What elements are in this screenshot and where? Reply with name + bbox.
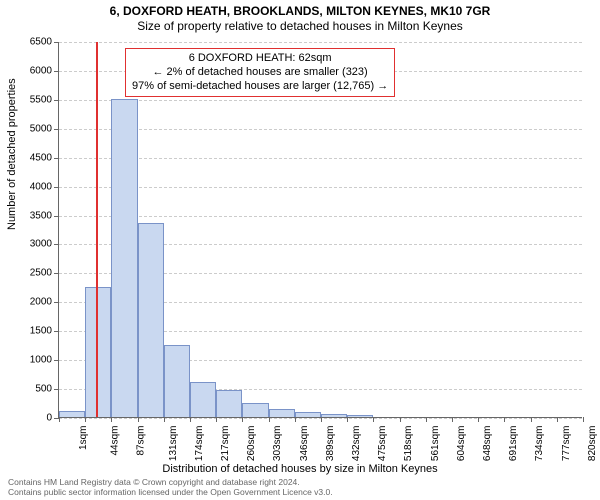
xtick-mark bbox=[557, 417, 558, 422]
xtick-mark bbox=[400, 417, 401, 422]
ytick-label: 4500 bbox=[12, 152, 52, 163]
xtick-label: 518sqm bbox=[403, 426, 414, 462]
xtick-mark bbox=[452, 417, 453, 422]
ytick-label: 5500 bbox=[12, 94, 52, 105]
ytick-mark bbox=[54, 158, 59, 159]
ytick-label: 6500 bbox=[12, 37, 52, 48]
ytick-mark bbox=[54, 360, 59, 361]
reference-line bbox=[96, 42, 98, 417]
xtick-mark bbox=[269, 417, 270, 422]
xtick-label: 561sqm bbox=[430, 426, 441, 462]
ytick-mark bbox=[54, 100, 59, 101]
histogram-bar bbox=[111, 99, 137, 417]
histogram-bar bbox=[85, 287, 111, 417]
xtick-mark bbox=[85, 417, 86, 422]
plot-region: 0500100015002000250030003500400045005000… bbox=[58, 42, 582, 418]
histogram-bar bbox=[164, 345, 190, 417]
xtick-label: 174sqm bbox=[194, 426, 205, 462]
annotation-line: ← 2% of detached houses are smaller (323… bbox=[132, 66, 388, 80]
xtick-mark bbox=[531, 417, 532, 422]
title-block: 6, DOXFORD HEATH, BROOKLANDS, MILTON KEY… bbox=[0, 0, 600, 33]
ytick-label: 1500 bbox=[12, 326, 52, 337]
annotation-line: 97% of semi-detached houses are larger (… bbox=[132, 80, 388, 94]
xtick-mark bbox=[321, 417, 322, 422]
xtick-label: 777sqm bbox=[561, 426, 572, 462]
histogram-bar bbox=[269, 409, 295, 417]
xtick-label: 820sqm bbox=[587, 426, 598, 462]
xtick-mark bbox=[190, 417, 191, 422]
xtick-label: 1sqm bbox=[78, 426, 89, 450]
xtick-mark bbox=[373, 417, 374, 422]
xtick-mark bbox=[426, 417, 427, 422]
histogram-bar bbox=[295, 412, 321, 417]
ytick-mark bbox=[54, 216, 59, 217]
ytick-label: 5000 bbox=[12, 123, 52, 134]
xtick-mark bbox=[216, 417, 217, 422]
xtick-label: 432sqm bbox=[351, 426, 362, 462]
annotation-line: 6 DOXFORD HEATH: 62sqm bbox=[132, 52, 388, 66]
xtick-label: 604sqm bbox=[456, 426, 467, 462]
xtick-label: 346sqm bbox=[299, 426, 310, 462]
xtick-label: 217sqm bbox=[220, 426, 231, 462]
histogram-bar bbox=[242, 403, 268, 417]
xtick-label: 648sqm bbox=[482, 426, 493, 462]
ytick-label: 3500 bbox=[12, 210, 52, 221]
xtick-label: 131sqm bbox=[168, 426, 179, 462]
xtick-mark bbox=[111, 417, 112, 422]
histogram-bar bbox=[347, 415, 373, 417]
xtick-label: 87sqm bbox=[136, 426, 147, 456]
xtick-label: 734sqm bbox=[534, 426, 545, 462]
xtick-mark bbox=[242, 417, 243, 422]
ytick-mark bbox=[54, 42, 59, 43]
ytick-label: 0 bbox=[12, 413, 52, 424]
attribution: Contains HM Land Registry data © Crown c… bbox=[8, 478, 333, 498]
ytick-label: 1000 bbox=[12, 355, 52, 366]
ytick-mark bbox=[54, 389, 59, 390]
x-axis-title: Distribution of detached houses by size … bbox=[0, 463, 600, 475]
ytick-label: 2000 bbox=[12, 297, 52, 308]
ytick-label: 500 bbox=[12, 384, 52, 395]
xtick-mark bbox=[347, 417, 348, 422]
histogram-bar bbox=[321, 414, 347, 417]
xtick-label: 691sqm bbox=[508, 426, 519, 462]
xtick-label: 303sqm bbox=[272, 426, 283, 462]
histogram-bar bbox=[59, 411, 85, 417]
xtick-mark bbox=[59, 417, 60, 422]
title-sub: Size of property relative to detached ho… bbox=[0, 19, 600, 33]
xtick-label: 475sqm bbox=[377, 426, 388, 462]
gridline bbox=[59, 42, 582, 43]
xtick-mark bbox=[504, 417, 505, 422]
histogram-bar bbox=[216, 390, 242, 417]
ytick-mark bbox=[54, 187, 59, 188]
ytick-mark bbox=[54, 129, 59, 130]
histogram-bar bbox=[138, 223, 164, 417]
ytick-mark bbox=[54, 331, 59, 332]
ytick-mark bbox=[54, 302, 59, 303]
ytick-label: 4000 bbox=[12, 181, 52, 192]
annotation-box: 6 DOXFORD HEATH: 62sqm← 2% of detached h… bbox=[125, 48, 395, 97]
ytick-label: 6000 bbox=[12, 65, 52, 76]
ytick-label: 3000 bbox=[12, 239, 52, 250]
ytick-mark bbox=[54, 273, 59, 274]
xtick-label: 389sqm bbox=[325, 426, 336, 462]
xtick-mark bbox=[295, 417, 296, 422]
xtick-label: 260sqm bbox=[246, 426, 257, 462]
histogram-bar bbox=[190, 382, 216, 417]
ytick-label: 2500 bbox=[12, 268, 52, 279]
xtick-mark bbox=[478, 417, 479, 422]
ytick-mark bbox=[54, 244, 59, 245]
xtick-mark bbox=[164, 417, 165, 422]
xtick-label: 44sqm bbox=[110, 426, 121, 456]
ytick-mark bbox=[54, 71, 59, 72]
xtick-mark bbox=[583, 417, 584, 422]
chart-area: 0500100015002000250030003500400045005000… bbox=[58, 42, 582, 418]
attribution-line2: Contains public sector information licen… bbox=[8, 488, 333, 498]
xtick-mark bbox=[138, 417, 139, 422]
title-main: 6, DOXFORD HEATH, BROOKLANDS, MILTON KEY… bbox=[0, 4, 600, 18]
